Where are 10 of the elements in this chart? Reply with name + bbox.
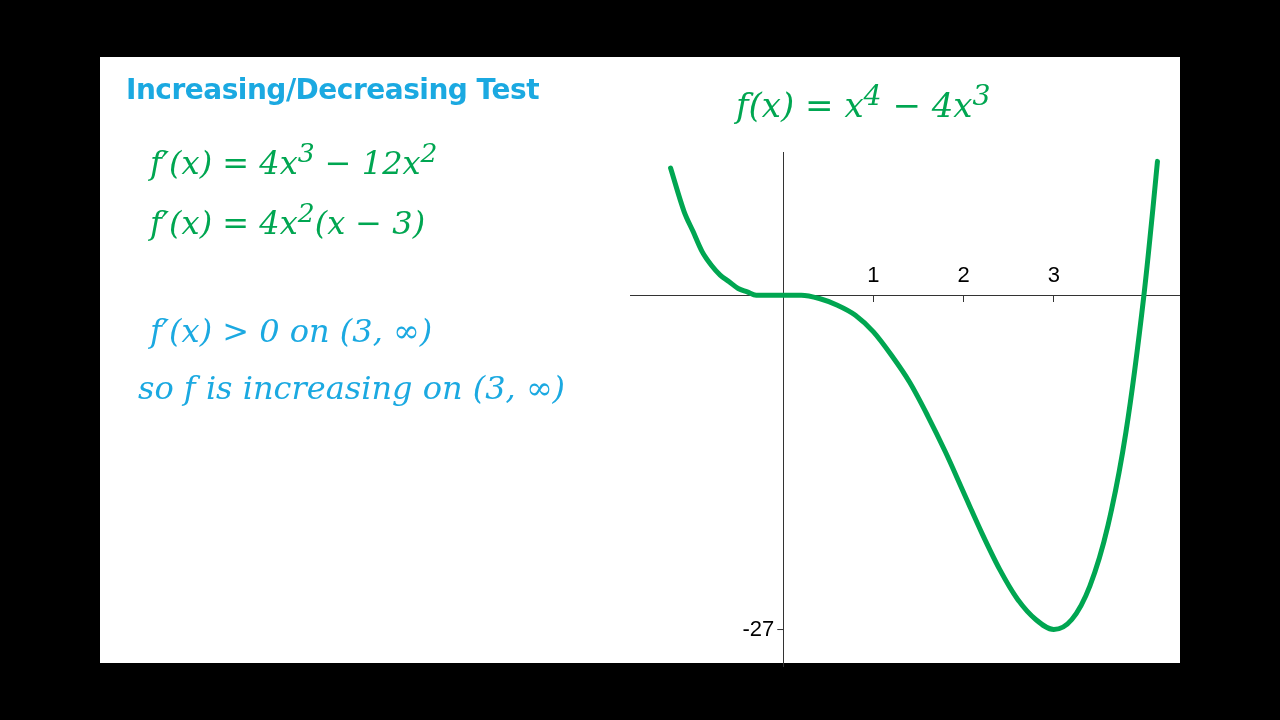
text: Increasing/Decreasing Test <box>126 73 540 106</box>
chart-subtitle: f(x) = x$^{4}$ − 4x$^{3}$ <box>736 79 991 126</box>
text: f′(x) = 4x$^{3}$ − 12x$^{2}$ <box>150 137 438 182</box>
text: so f is increasing on (3, ∞) <box>138 369 566 407</box>
x-tick-label: 3 <box>1047 261 1060 287</box>
x-tick-label: 1 <box>867 261 880 287</box>
text: f′(x) = 4x$^{2}$(x − 3) <box>150 197 426 242</box>
annotation: -27 <box>742 615 775 641</box>
x-tick-label: 2 <box>957 261 970 287</box>
text: f′(x) > 0 on (3, ∞) <box>150 312 433 350</box>
